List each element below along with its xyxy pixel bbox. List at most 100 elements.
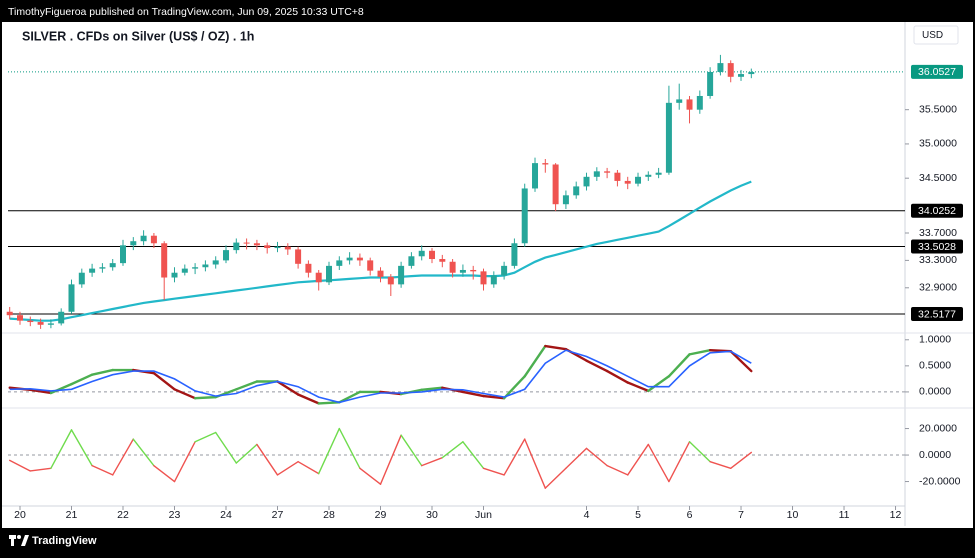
candle-body xyxy=(635,176,642,184)
candle-body xyxy=(109,263,116,268)
oscillator-segment xyxy=(379,434,402,485)
level-label: 33.5028 xyxy=(918,241,956,253)
candle-body xyxy=(429,250,436,260)
candle-body xyxy=(253,243,260,246)
oscillator-segment xyxy=(256,443,279,476)
candle-body xyxy=(212,260,219,265)
x-tick-label: 4 xyxy=(584,509,590,521)
candle-body xyxy=(356,257,363,261)
candle-body xyxy=(284,246,291,250)
oscillator-segment xyxy=(173,388,197,400)
oscillator-segment xyxy=(502,375,526,400)
candle-body xyxy=(542,163,549,165)
candle-body xyxy=(377,270,384,277)
candle-body xyxy=(398,265,405,285)
oscillator-segment xyxy=(523,344,547,378)
x-tick-label: 23 xyxy=(169,509,181,521)
y-tick-label: 32.9000 xyxy=(919,282,957,294)
candle-body xyxy=(655,172,662,175)
y-tick-label: 0.5000 xyxy=(919,360,951,372)
x-tick-label: 7 xyxy=(738,509,744,521)
candle-body xyxy=(150,235,157,244)
candle-body xyxy=(665,102,672,173)
x-tick-label: 28 xyxy=(323,509,335,521)
oscillator-segment xyxy=(173,441,196,483)
candle-body xyxy=(573,186,580,196)
oscillator-segment xyxy=(29,388,53,395)
candle-body xyxy=(501,265,508,276)
oscillator-segment xyxy=(461,390,485,398)
oscillator-segment xyxy=(585,447,608,467)
candle-body xyxy=(315,272,322,283)
oscillator-segment xyxy=(152,371,176,391)
oscillator-segment xyxy=(215,431,238,464)
oscillator-segment xyxy=(565,447,588,469)
candle-body xyxy=(614,172,621,181)
last-price-label: 36.0527 xyxy=(918,66,956,78)
candle-body xyxy=(68,284,75,312)
level-label: 32.5177 xyxy=(918,308,956,320)
oscillator-segment xyxy=(729,350,753,373)
candle-body xyxy=(6,311,13,316)
oscillator-segment xyxy=(503,438,526,476)
chart-title: SILVER . CFDs on Silver (US$ / OZ) . 1h xyxy=(22,29,254,43)
oscillator-segment xyxy=(688,349,712,356)
candle-body xyxy=(418,250,425,257)
candle-body xyxy=(264,245,271,249)
candle-body xyxy=(223,250,230,261)
level-label-box xyxy=(911,239,963,254)
oscillator-segment xyxy=(709,460,732,469)
candle-body xyxy=(295,249,302,264)
oscillator-segment xyxy=(524,438,547,489)
candle-body xyxy=(274,246,281,249)
oscillator-segment xyxy=(317,401,341,405)
candle-body xyxy=(738,74,745,77)
oscillator-segment xyxy=(49,382,73,395)
candle-body xyxy=(161,243,168,278)
candle-body xyxy=(89,268,96,273)
candle-body xyxy=(243,242,250,244)
candle-body xyxy=(171,272,178,278)
oscillator-segment xyxy=(585,359,609,373)
currency-label: USD xyxy=(922,30,943,41)
oscillator-segment xyxy=(132,438,155,467)
x-tick-label: 12 xyxy=(890,509,902,521)
oscillator-segment xyxy=(153,464,176,483)
candle-body xyxy=(490,275,497,285)
candle-body xyxy=(521,188,528,244)
oscillator-segment xyxy=(90,368,114,376)
candle-body xyxy=(27,320,34,323)
candle-body xyxy=(202,264,209,268)
oscillator-segment xyxy=(91,464,114,476)
y-tick-label: 0.0000 xyxy=(919,386,951,398)
candle-body xyxy=(470,269,477,272)
oscillator-segment xyxy=(276,460,299,476)
candle-body xyxy=(552,164,559,205)
candle-body xyxy=(727,63,734,77)
candle-body xyxy=(593,171,600,177)
x-tick-label: 6 xyxy=(687,509,693,521)
candle-body xyxy=(583,176,590,187)
candle-body xyxy=(192,267,199,269)
level-label-box xyxy=(911,306,963,321)
oscillator-segment xyxy=(544,467,567,489)
candle-body xyxy=(717,63,724,73)
signal-line xyxy=(9,349,752,404)
y-tick-label: 35.5000 xyxy=(919,103,957,115)
oscillator-segment xyxy=(338,390,362,404)
y-tick-label: 35.0000 xyxy=(919,138,957,150)
oscillator-segment xyxy=(193,395,217,400)
candle-body xyxy=(562,195,569,205)
candle-body xyxy=(130,241,137,246)
oscillator-segment xyxy=(544,344,568,351)
candle-body xyxy=(459,269,466,273)
candle-body xyxy=(336,260,343,266)
candle-body xyxy=(532,163,539,189)
oscillator-segment xyxy=(688,441,711,463)
oscillator-segment xyxy=(462,441,485,469)
oscillator-segment xyxy=(667,353,691,378)
oscillator-segment xyxy=(647,443,670,483)
oscillator-segment xyxy=(70,429,93,467)
y-tick-label: 20.0000 xyxy=(919,422,957,434)
